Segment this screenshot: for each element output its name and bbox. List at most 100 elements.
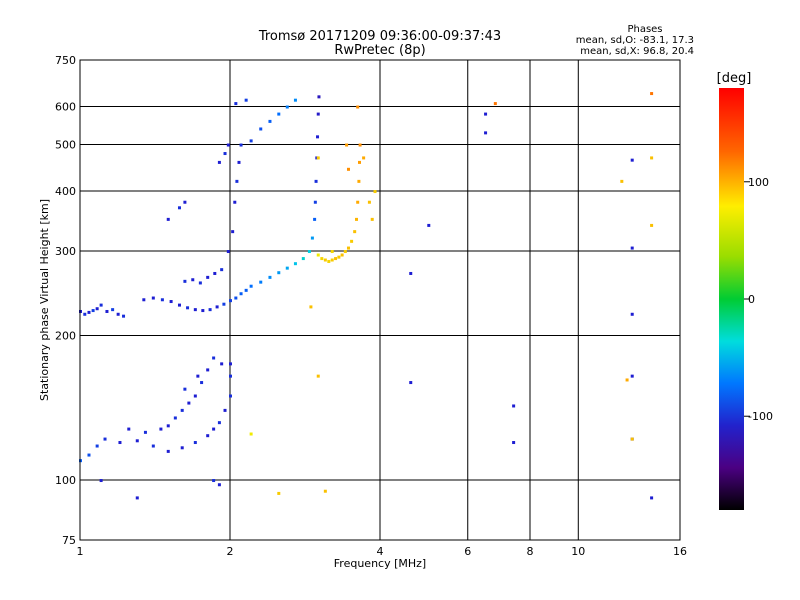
data-point-o	[198, 281, 202, 285]
colorbar	[719, 88, 744, 510]
x-tick-label: 16	[673, 545, 687, 558]
data-point-x	[316, 253, 320, 257]
data-point-o	[310, 236, 314, 240]
data-point-o	[135, 496, 139, 500]
data-point-x	[650, 92, 654, 96]
grid-lines	[80, 60, 680, 540]
data-point-o	[226, 250, 230, 254]
data-point-x	[249, 432, 253, 436]
data-point-o	[99, 303, 103, 307]
data-point-o	[95, 307, 99, 311]
data-point-x	[358, 143, 362, 147]
data-point-o	[313, 217, 317, 221]
data-point-o	[249, 284, 253, 288]
data-point-o	[427, 223, 431, 227]
data-point-x	[346, 167, 350, 171]
data-point-x	[316, 156, 320, 160]
data-point-o	[193, 441, 197, 445]
stats-line-x: mean, sd,X: 96.8, 20.4	[580, 46, 694, 57]
y-tick-label: 600	[55, 101, 76, 114]
x-tick-label: 6	[464, 545, 471, 558]
y-tick-label: 200	[55, 330, 76, 343]
data-point-o	[217, 421, 221, 425]
data-point-x	[353, 230, 357, 234]
data-point-x	[316, 374, 320, 378]
y-tick-label: 750	[55, 54, 76, 67]
data-point-o	[196, 374, 200, 378]
data-point-x	[357, 160, 361, 164]
data-point-o	[233, 200, 237, 204]
data-point-o	[206, 275, 210, 279]
data-point-x	[493, 102, 497, 106]
x-tick-label: 8	[527, 545, 534, 558]
data-point-o	[87, 453, 91, 457]
data-point-o	[409, 271, 413, 275]
data-point-o	[277, 112, 281, 116]
data-point-o	[187, 401, 191, 405]
data-point-x	[346, 246, 350, 250]
data-point-o	[285, 266, 289, 270]
data-point-o	[223, 408, 227, 412]
data-point-o	[111, 308, 115, 312]
data-points	[79, 92, 654, 500]
data-point-o	[212, 356, 216, 360]
data-point-o	[220, 362, 224, 366]
data-point-o	[215, 305, 219, 309]
data-point-x	[277, 491, 281, 495]
data-point-o	[234, 296, 238, 300]
chart-title: Tromsø 20171209 09:36:00-09:37:43	[258, 29, 501, 44]
data-point-o	[231, 230, 235, 234]
data-point-o	[259, 127, 263, 131]
data-point-o	[484, 131, 488, 135]
y-tick-label: 300	[55, 245, 76, 258]
data-point-o	[213, 271, 217, 275]
data-point-o	[160, 298, 164, 302]
data-point-o	[83, 312, 87, 316]
data-point-o	[135, 439, 139, 443]
data-point-o	[122, 314, 126, 318]
data-point-o	[166, 424, 170, 428]
data-point-o	[512, 441, 516, 445]
data-point-o	[105, 309, 109, 313]
data-point-o	[169, 300, 173, 304]
data-point-o	[180, 446, 184, 450]
y-tick-label: 400	[55, 185, 76, 198]
data-point-o	[217, 160, 221, 164]
data-point-x	[620, 179, 624, 183]
data-point-o	[229, 394, 232, 398]
data-point-o	[103, 437, 107, 441]
data-point-o	[630, 374, 634, 378]
stats-line-o: mean, sd,O: -83.1, 17.3	[576, 35, 694, 46]
data-point-o	[630, 246, 634, 250]
data-point-o	[220, 268, 224, 272]
data-point-x	[343, 250, 347, 254]
data-point-o	[229, 374, 232, 378]
data-point-o	[484, 112, 488, 116]
colorbar-label: [deg]	[717, 71, 752, 86]
data-point-x	[309, 305, 313, 309]
data-point-o	[285, 105, 289, 109]
data-point-o	[217, 483, 221, 487]
data-point-o	[249, 139, 253, 143]
data-point-x	[327, 259, 331, 263]
data-point-x	[330, 250, 334, 254]
data-point-o	[512, 404, 516, 408]
data-point-x	[337, 255, 341, 259]
data-point-o	[316, 112, 320, 116]
data-point-o	[183, 279, 187, 283]
data-point-o	[307, 250, 311, 254]
data-point-o	[159, 427, 163, 431]
data-point-o	[239, 143, 243, 147]
data-point-o	[193, 394, 197, 398]
data-point-o	[127, 427, 131, 431]
data-point-o	[212, 427, 216, 431]
y-tick-label: 75	[62, 534, 76, 547]
data-point-o	[301, 257, 305, 261]
data-point-o	[186, 306, 190, 310]
data-point-x	[625, 378, 629, 382]
data-point-o	[293, 98, 297, 102]
data-point-x	[323, 258, 327, 262]
plot-frame	[79, 59, 681, 541]
data-point-x	[323, 489, 327, 493]
data-point-o	[239, 292, 243, 296]
